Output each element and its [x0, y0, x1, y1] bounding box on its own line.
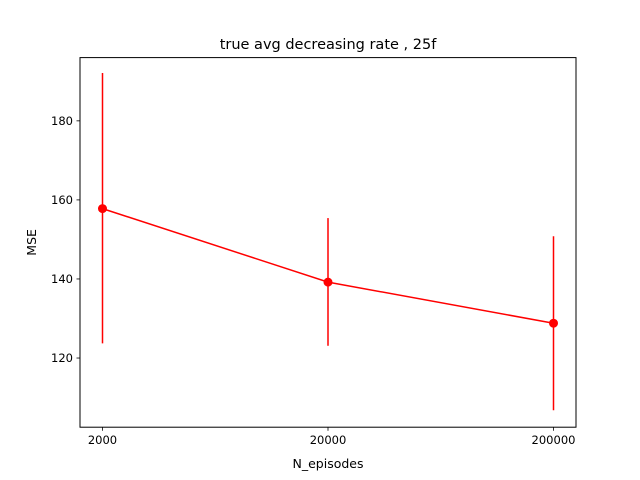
x-axis-ticks: 2000 20000 200000 — [88, 427, 576, 447]
x-tick-label: 200000 — [532, 433, 576, 447]
y-tick-label: 180 — [51, 114, 73, 128]
y-tick-label: 120 — [51, 351, 73, 365]
x-tick-label: 2000 — [88, 433, 117, 447]
y-tick-label: 160 — [51, 193, 73, 207]
data-point — [98, 204, 107, 214]
y-axis-label: MSE — [24, 229, 39, 256]
chart-title: true avg decreasing rate , 25f — [220, 37, 438, 53]
data-point — [323, 277, 333, 287]
series-layer — [98, 73, 558, 411]
y-axis-ticks: 120 140 160 180 — [51, 114, 80, 365]
data-point — [549, 318, 558, 328]
y-tick-label: 140 — [51, 272, 73, 286]
x-axis-label: N_episodes — [293, 456, 364, 471]
x-tick-label: 20000 — [310, 433, 347, 447]
